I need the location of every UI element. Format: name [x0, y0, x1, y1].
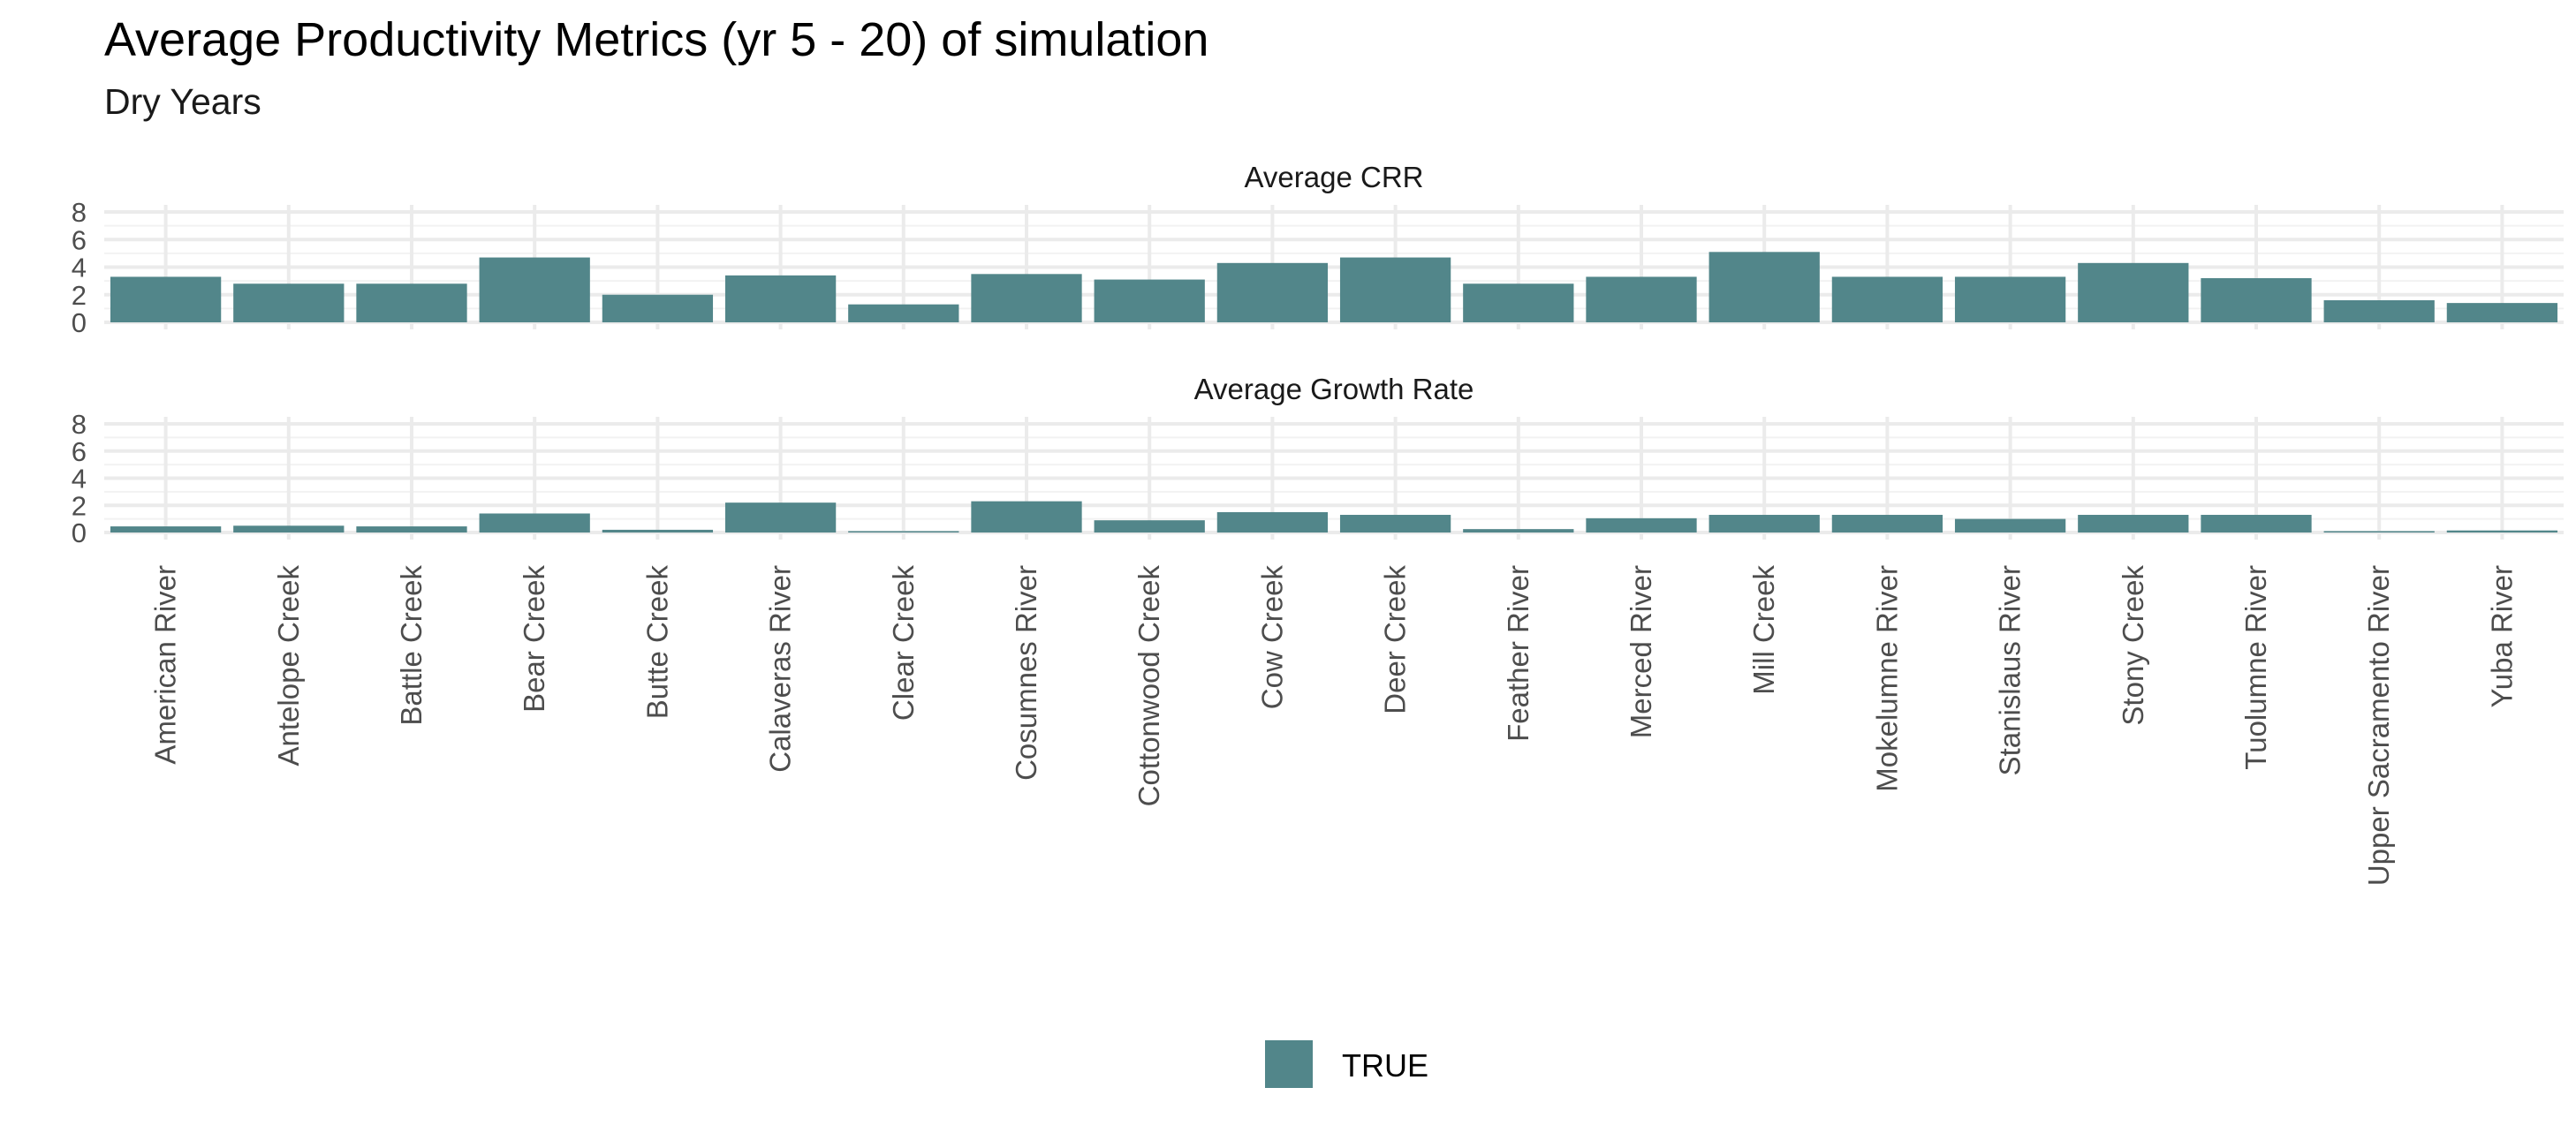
- bar-clear-creek: [848, 531, 959, 533]
- y-tick-label: 6: [72, 436, 87, 467]
- bar-merced-river: [1586, 517, 1697, 533]
- x-tick-label: Merced River: [1625, 565, 1657, 738]
- bar-feather-river: [1463, 529, 1574, 533]
- bar-upper-sacramento-river: [2323, 300, 2435, 322]
- x-tick-label: Yuba River: [2485, 565, 2518, 707]
- y-tick-label: 4: [72, 464, 87, 495]
- bar-battle-creek: [356, 283, 467, 322]
- x-tick-label: Stony Creek: [2117, 565, 2149, 726]
- panel-label: Average Growth Rate: [1194, 373, 1474, 405]
- x-tick-label: Calaveras River: [764, 565, 797, 773]
- bar-mokelumne-river: [1831, 276, 1943, 322]
- bar-bear-creek: [479, 257, 590, 322]
- x-tick-label: Cottonwood Creek: [1133, 565, 1165, 807]
- bar-deer-creek: [1339, 257, 1451, 322]
- bar-merced-river: [1586, 276, 1697, 322]
- bar-calaveras-river: [724, 502, 837, 533]
- bar-feather-river: [1463, 283, 1574, 322]
- y-tick-label: 0: [72, 517, 87, 548]
- x-tick-label: Antelope Creek: [272, 565, 305, 767]
- x-tick-label: Butte Creek: [640, 565, 673, 720]
- legend-key: [1265, 1040, 1313, 1088]
- bar-stanislaus-river: [1954, 276, 2066, 322]
- bar-american-river: [110, 526, 222, 533]
- bar-bear-creek: [479, 513, 590, 533]
- bar-yuba-river: [2446, 530, 2558, 533]
- x-tick-label: Deer Creek: [1379, 565, 1412, 714]
- bar-mill-creek: [1708, 252, 1820, 322]
- bar-tuolumne-river: [2201, 278, 2312, 322]
- bar-calaveras-river: [724, 275, 837, 322]
- bar-cow-creek: [1216, 262, 1329, 322]
- chart-subtitle: Dry Years: [104, 81, 261, 122]
- x-tick-label: Cosumnes River: [1010, 565, 1042, 781]
- y-tick-label: 0: [72, 307, 87, 338]
- bar-butte-creek: [602, 529, 714, 533]
- y-tick-label: 2: [72, 490, 87, 521]
- bar-yuba-river: [2446, 303, 2558, 322]
- x-tick-label: Mokelumne River: [1870, 565, 1903, 792]
- bar-cottonwood-creek: [1094, 279, 1205, 322]
- legend-label: TRUE: [1342, 1047, 1428, 1084]
- x-tick-label: Upper Sacramento River: [2362, 565, 2395, 886]
- y-tick-label: 6: [72, 224, 87, 255]
- x-tick-label: Clear Creek: [887, 565, 920, 721]
- bar-mokelumne-river: [1831, 515, 1943, 533]
- x-tick-label: Stanislaus River: [1994, 565, 2027, 775]
- x-tick-label: Feather River: [1502, 565, 1534, 742]
- x-axis: American River Antelope Creek Battle Creek…: [149, 565, 2519, 887]
- x-tick-label: American River: [149, 565, 182, 765]
- bar-cosumnes-river: [971, 501, 1082, 533]
- y-tick-label: 2: [72, 280, 87, 311]
- bar-tuolumne-river: [2201, 515, 2312, 533]
- legend: TRUE: [1265, 1040, 1428, 1088]
- bar-stony-creek: [2078, 515, 2189, 533]
- bar-battle-creek: [356, 526, 467, 533]
- x-tick-label: Mill Creek: [1747, 565, 1780, 695]
- bar-cosumnes-river: [971, 274, 1082, 322]
- bar-butte-creek: [602, 294, 714, 322]
- bar-antelope-creek: [233, 283, 345, 322]
- y-tick-label: 8: [72, 197, 87, 228]
- bar-upper-sacramento-river: [2323, 531, 2435, 533]
- x-tick-label: Tuolumne River: [2239, 565, 2272, 770]
- bar-american-river: [110, 276, 222, 322]
- bar-cottonwood-creek: [1094, 520, 1205, 533]
- bar-antelope-creek: [233, 525, 345, 533]
- bar-mill-creek: [1708, 515, 1820, 533]
- bar-clear-creek: [848, 304, 959, 322]
- chart-title: Average Productivity Metrics (yr 5 - 20)…: [104, 13, 1208, 66]
- bar-stony-creek: [2078, 262, 2189, 322]
- y-tick-label: 8: [72, 409, 87, 440]
- bar-deer-creek: [1339, 515, 1451, 533]
- x-tick-label: Bear Creek: [518, 565, 550, 713]
- bar-cow-creek: [1216, 511, 1329, 533]
- bar-stanislaus-river: [1954, 518, 2066, 533]
- panel-label: Average CRR: [1245, 161, 1424, 193]
- x-tick-label: Cow Creek: [1255, 565, 1288, 710]
- y-tick-label: 4: [72, 253, 87, 283]
- x-tick-label: Battle Creek: [395, 565, 428, 726]
